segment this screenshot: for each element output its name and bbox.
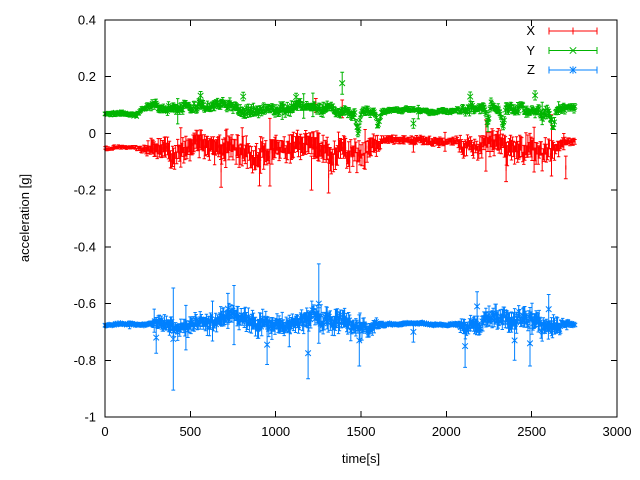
y-tick-label: -0.8: [74, 353, 96, 368]
x-tick-label: 2500: [517, 424, 546, 439]
x-tick-label: 500: [179, 424, 201, 439]
legend-label-y: Y: [526, 42, 535, 58]
x-tick-label: 1500: [347, 424, 376, 439]
x-tick-label: 2000: [432, 424, 461, 439]
x-tick-label: 0: [101, 424, 108, 439]
y-tick-label: -0.4: [74, 239, 96, 254]
y-tick-label: -0.6: [74, 296, 96, 311]
tick-labels: 0 500 1000 1500 2000 2500 3000 0.4 0.2 0 -0.2 -0.4 -…: [74, 13, 632, 440]
legend-sample-Z: [548, 66, 598, 74]
legend-label-z: Z: [527, 62, 535, 77]
legend-samples: [548, 27, 598, 74]
y-tick-label: 0.4: [78, 13, 96, 28]
y-tick-label: -0.2: [74, 183, 96, 198]
series-Z: [102, 263, 578, 391]
series-Y: [102, 71, 578, 138]
legend-sample-Y: [548, 46, 598, 55]
x-tick-label: 1000: [261, 424, 290, 439]
y-tick-label: 0: [89, 126, 96, 141]
axes: [104, 19, 618, 418]
x-tick-label: 3000: [603, 424, 632, 439]
y-tick-label: -1: [84, 410, 96, 425]
legend-label-x: X: [526, 23, 535, 38]
x-axis-title: time[s]: [341, 451, 381, 466]
y-axis-title: acceleration [g]: [17, 173, 32, 263]
legend-sample-X: [548, 27, 598, 35]
y-tick-label: 0.2: [78, 69, 96, 84]
